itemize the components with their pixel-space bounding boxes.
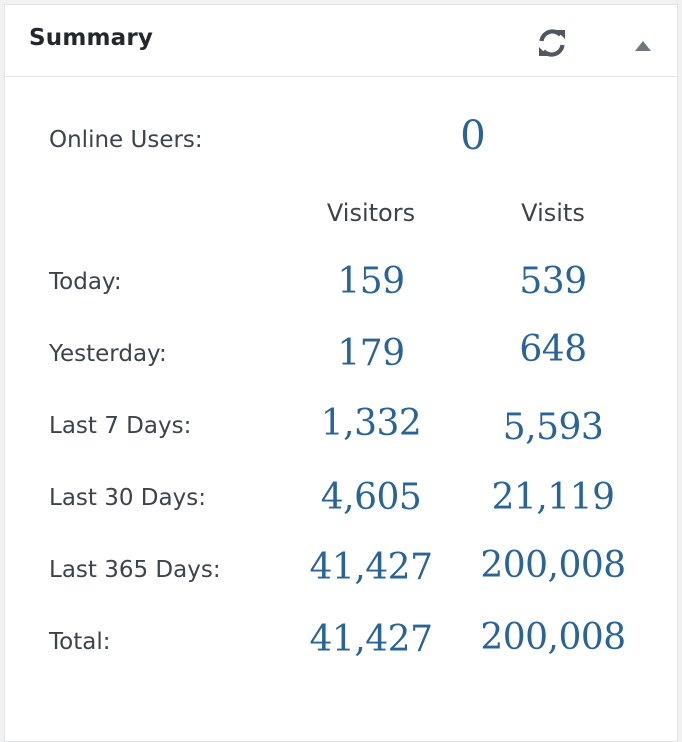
visitors-value: 1,332	[320, 403, 422, 444]
row-label: Today:	[49, 269, 122, 295]
visits-value: 200,008	[480, 545, 626, 586]
visitors-value: 159	[337, 261, 405, 302]
summary-widget: Summary Online Users: 0 Visitors Visits …	[4, 4, 678, 742]
column-header-visits: Visits	[521, 199, 585, 227]
row-label: Last 7 Days:	[49, 413, 192, 439]
online-users-label: Online Users:	[49, 127, 203, 153]
row-label: Total:	[49, 629, 111, 655]
visits-value: 5,593	[502, 407, 604, 448]
visitors-value: 4,605	[320, 477, 422, 518]
refresh-button[interactable]	[533, 24, 571, 62]
visits-value: 648	[519, 329, 587, 370]
row-label: Yesterday:	[49, 341, 167, 367]
collapse-arrow-icon	[635, 41, 651, 51]
row-label: Last 30 Days:	[49, 485, 206, 511]
column-header-visitors: Visitors	[326, 199, 416, 227]
visits-value: 200,008	[480, 617, 626, 658]
visitors-value: 41,427	[309, 547, 433, 588]
row-label: Last 365 Days:	[49, 557, 221, 583]
visits-value: 539	[519, 261, 587, 302]
visitors-value: 41,427	[309, 619, 433, 660]
online-users-value: 0	[460, 113, 486, 159]
collapse-toggle-button[interactable]	[625, 27, 661, 63]
widget-title: Summary	[29, 25, 154, 51]
widget-header: Summary	[5, 5, 677, 77]
visitors-value: 179	[337, 333, 405, 374]
refresh-icon	[539, 29, 565, 57]
visits-value: 21,119	[491, 477, 615, 518]
